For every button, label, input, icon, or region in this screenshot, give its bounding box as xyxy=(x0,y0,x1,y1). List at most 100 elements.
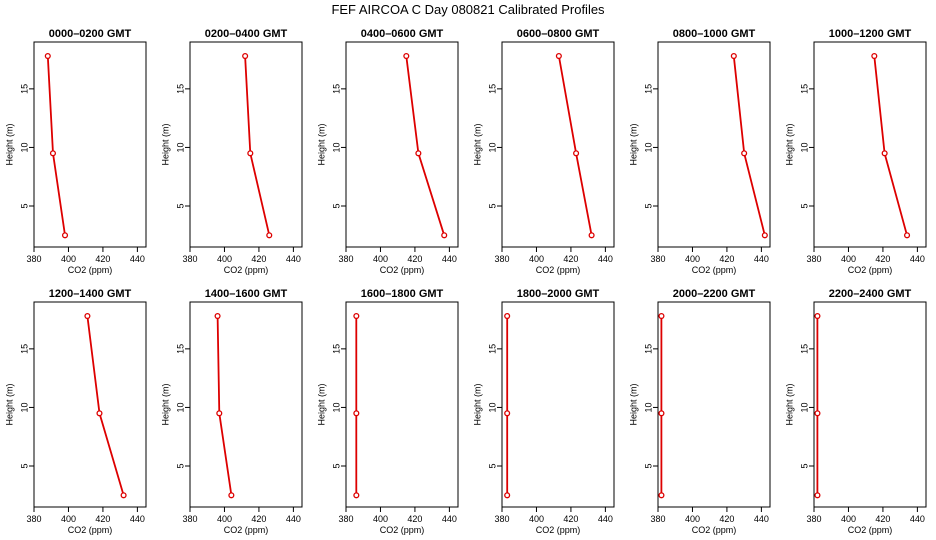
panel-title: 1000–1200 GMT xyxy=(829,28,912,40)
x-axis-label: CO2 (ppm) xyxy=(536,525,581,535)
data-point xyxy=(881,150,888,157)
x-tick-label: 420 xyxy=(95,254,110,264)
panel-1: 0000–0200 GMT 380 400 420 440 5 10 15 CO2 (ppm) H… xyxy=(4,28,147,275)
panel-12: 2200–2400 GMT 380 400 420 440 5 10 15 CO2 (ppm) H… xyxy=(784,288,927,535)
data-point xyxy=(730,53,737,60)
data-point xyxy=(814,410,821,417)
data-point xyxy=(247,150,254,157)
panel-7: 1200–1400 GMT 380 400 420 440 5 10 15 CO2 (ppm) H… xyxy=(4,288,147,535)
data-point xyxy=(814,313,821,320)
y-tick-label: 15 xyxy=(175,344,185,354)
y-tick-label: 5 xyxy=(799,203,809,208)
y-tick-label: 5 xyxy=(19,203,29,208)
y-tick-label: 15 xyxy=(799,344,809,354)
data-point xyxy=(504,492,511,499)
plot-frame xyxy=(813,41,927,248)
x-tick-label: 380 xyxy=(806,514,821,524)
y-tick-label: 10 xyxy=(643,142,653,152)
x-tick-label: 440 xyxy=(442,514,457,524)
panel-title: 1600–1800 GMT xyxy=(361,288,444,300)
x-tick-label: 440 xyxy=(754,254,769,264)
x-tick-label: 440 xyxy=(286,514,301,524)
panel-4: 0600–0800 GMT 380 400 420 440 5 10 15 CO2 (ppm) H… xyxy=(472,28,615,275)
x-tick-label: 420 xyxy=(875,514,890,524)
panel-title: 0600–0800 GMT xyxy=(517,28,600,40)
profile-line xyxy=(558,55,593,236)
x-tick-label: 400 xyxy=(61,514,76,524)
panel-title: 0400–0600 GMT xyxy=(361,28,444,40)
y-tick-label: 15 xyxy=(175,84,185,94)
data-point xyxy=(49,150,57,157)
data-point xyxy=(555,53,562,60)
x-tick-label: 380 xyxy=(338,254,353,264)
data-point xyxy=(658,313,665,320)
y-tick-label: 15 xyxy=(487,84,497,94)
y-tick-label: 15 xyxy=(643,84,653,94)
data-point xyxy=(216,410,223,417)
y-tick-label: 5 xyxy=(175,463,185,468)
y-tick-label: 15 xyxy=(331,84,341,94)
y-tick-label: 10 xyxy=(175,142,185,152)
data-point xyxy=(504,313,511,320)
data-point xyxy=(441,232,448,239)
plot-frame xyxy=(657,41,771,248)
x-tick-label: 380 xyxy=(494,254,509,264)
x-tick-label: 440 xyxy=(286,254,301,264)
panel-title: 2000–2200 GMT xyxy=(673,288,756,300)
plot-frame xyxy=(33,41,147,248)
data-point xyxy=(84,313,91,320)
x-tick-label: 380 xyxy=(182,514,197,524)
data-point xyxy=(353,410,360,417)
x-tick-label: 400 xyxy=(529,254,544,264)
x-tick-label: 420 xyxy=(251,254,266,264)
profile-line xyxy=(873,56,908,236)
x-tick-label: 400 xyxy=(841,254,856,264)
x-axis-label: CO2 (ppm) xyxy=(68,265,113,275)
panel-8: 1400–1600 GMT 380 400 420 440 5 10 15 CO2 (ppm) H… xyxy=(160,288,303,535)
y-tick-label: 5 xyxy=(487,203,497,208)
x-tick-label: 440 xyxy=(910,514,925,524)
y-tick-label: 10 xyxy=(331,142,341,152)
x-axis-label: CO2 (ppm) xyxy=(536,265,581,275)
y-tick-label: 15 xyxy=(643,344,653,354)
y-tick-label: 15 xyxy=(19,344,29,354)
panel-2: 0200–0400 GMT 380 400 420 440 5 10 15 CO2 (ppm) H… xyxy=(160,28,303,275)
x-axis-label: CO2 (ppm) xyxy=(380,525,425,535)
x-tick-label: 400 xyxy=(373,254,388,264)
panel-title: 0200–0400 GMT xyxy=(205,28,288,40)
plot-frame xyxy=(345,301,459,508)
y-axis-label: Height (m) xyxy=(4,123,14,165)
y-axis-label: Height (m) xyxy=(784,123,794,165)
x-axis-label: CO2 (ppm) xyxy=(224,525,269,535)
y-tick-label: 5 xyxy=(487,463,497,468)
x-tick-label: 420 xyxy=(95,514,110,524)
panel-title: 1200–1400 GMT xyxy=(49,288,132,300)
y-tick-label: 10 xyxy=(19,402,29,412)
data-point xyxy=(573,150,580,157)
y-axis-label: Height (m) xyxy=(472,123,482,165)
panel-title: 1800–2000 GMT xyxy=(517,288,600,300)
x-tick-label: 440 xyxy=(754,514,769,524)
data-point xyxy=(242,53,249,60)
data-point xyxy=(61,232,69,239)
data-point xyxy=(266,232,273,239)
y-tick-label: 10 xyxy=(175,402,185,412)
y-tick-label: 10 xyxy=(799,402,809,412)
data-point xyxy=(658,492,665,499)
x-tick-label: 380 xyxy=(650,254,665,264)
panel-10: 1800–2000 GMT 380 400 420 440 5 10 15 CO2 (ppm) H… xyxy=(472,288,615,535)
data-point xyxy=(44,53,51,60)
y-tick-label: 5 xyxy=(643,463,653,468)
data-point xyxy=(903,232,911,239)
y-axis-label: Height (m) xyxy=(4,383,14,425)
data-point xyxy=(120,492,127,499)
data-point xyxy=(353,313,360,320)
x-axis-label: CO2 (ppm) xyxy=(692,265,737,275)
x-tick-label: 440 xyxy=(130,514,145,524)
y-axis-label: Height (m) xyxy=(472,383,482,425)
x-tick-label: 420 xyxy=(407,514,422,524)
plot-frame xyxy=(657,301,771,508)
x-tick-label: 400 xyxy=(529,514,544,524)
x-tick-label: 400 xyxy=(685,254,700,264)
